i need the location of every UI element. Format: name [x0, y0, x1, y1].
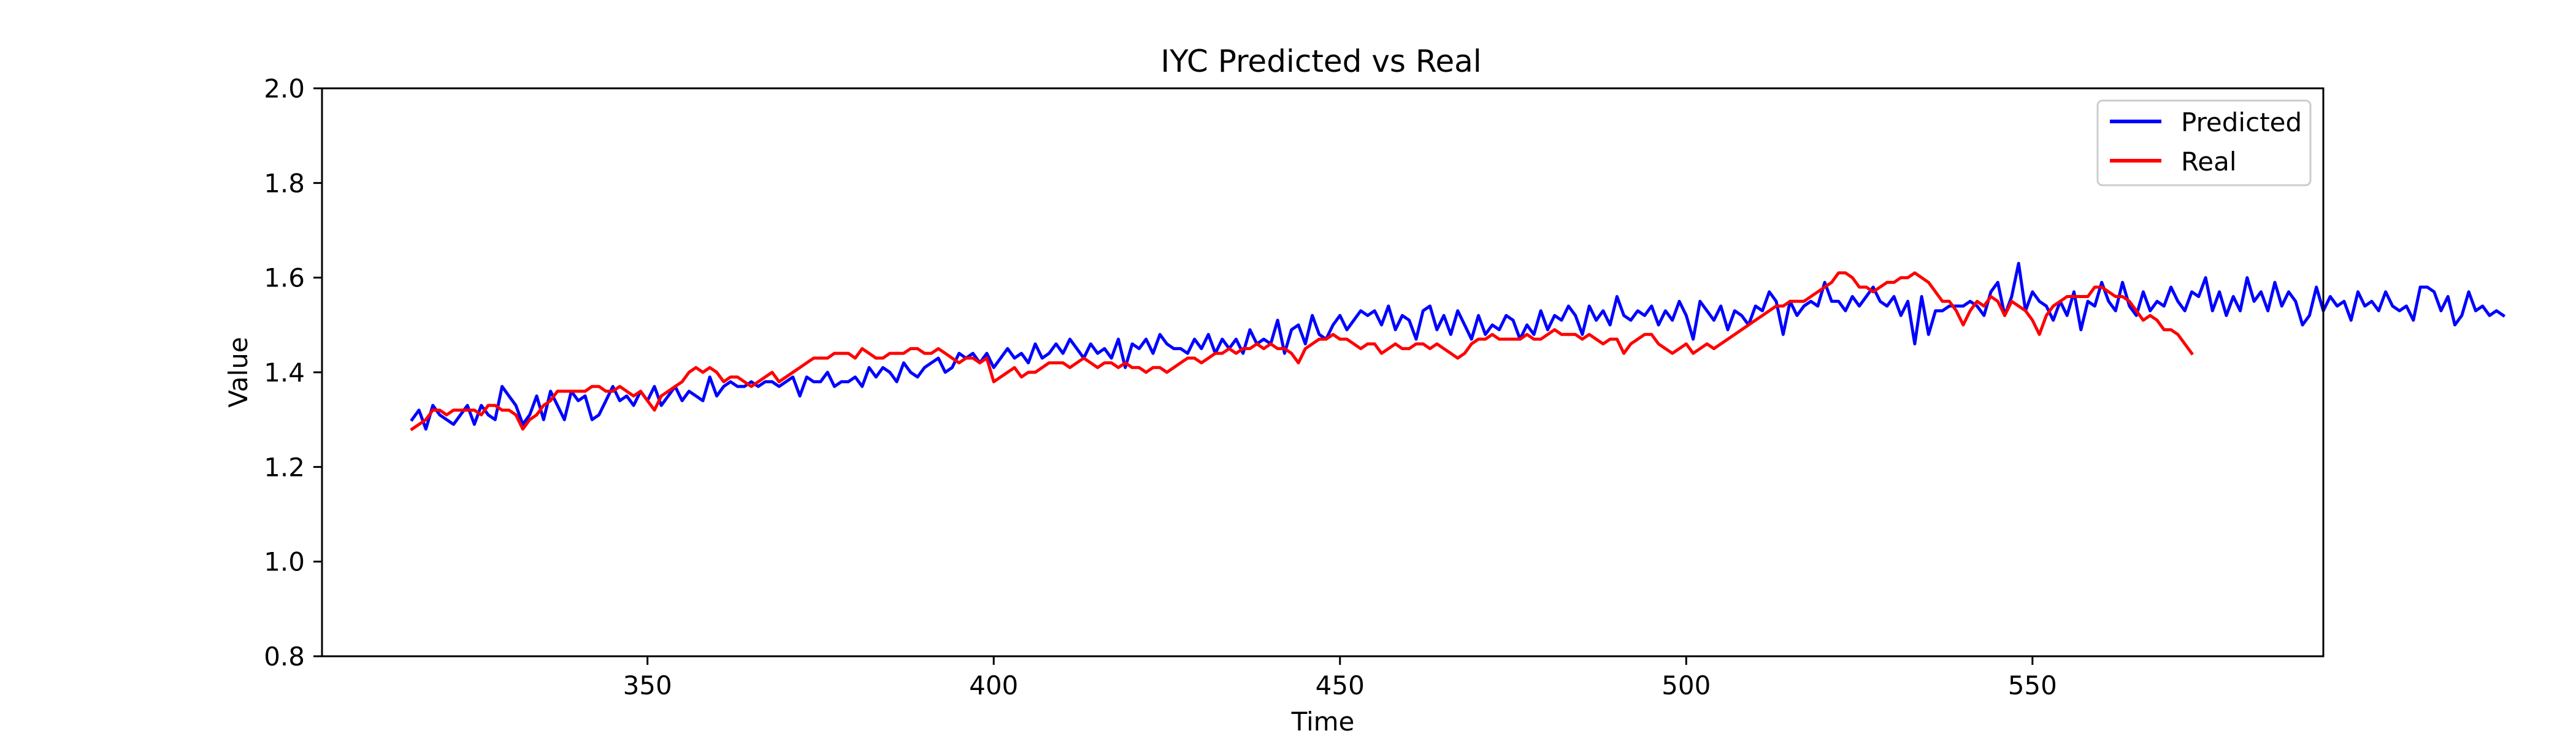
y-tick-label: 2.0 — [264, 74, 305, 104]
y-tick-label: 1.2 — [264, 452, 305, 482]
x-tick-label: 550 — [2008, 670, 2057, 700]
x-tick-label: 400 — [969, 670, 1018, 700]
y-tick-label: 1.6 — [264, 263, 305, 293]
legend-label-predicted: Predicted — [2181, 107, 2302, 137]
series-line-predicted — [410, 262, 2506, 431]
chart-title: IYC Predicted vs Real — [1160, 44, 1481, 79]
legend: Predicted Real — [2096, 99, 2312, 186]
x-tick-label: 350 — [623, 670, 672, 700]
series-layer — [410, 262, 2506, 432]
y-tick-label: 0.8 — [264, 642, 305, 672]
x-axis-label: Time — [1291, 707, 1355, 736]
y-tick-label: 1.4 — [264, 358, 305, 388]
x-tick-label: 500 — [1662, 670, 1711, 700]
y-tick-label: 1.0 — [264, 547, 305, 577]
x-tick-label: 450 — [1316, 670, 1365, 700]
y-tick-label: 1.8 — [264, 168, 305, 198]
series-line-real — [410, 271, 2194, 432]
y-axis: 0.8 1.0 1.2 1.4 1.6 1.8 2.0 — [264, 74, 322, 672]
legend-label-real: Real — [2181, 147, 2237, 177]
y-axis-label: Value — [223, 337, 253, 407]
x-axis: 350 400 450 500 550 — [623, 656, 2057, 700]
